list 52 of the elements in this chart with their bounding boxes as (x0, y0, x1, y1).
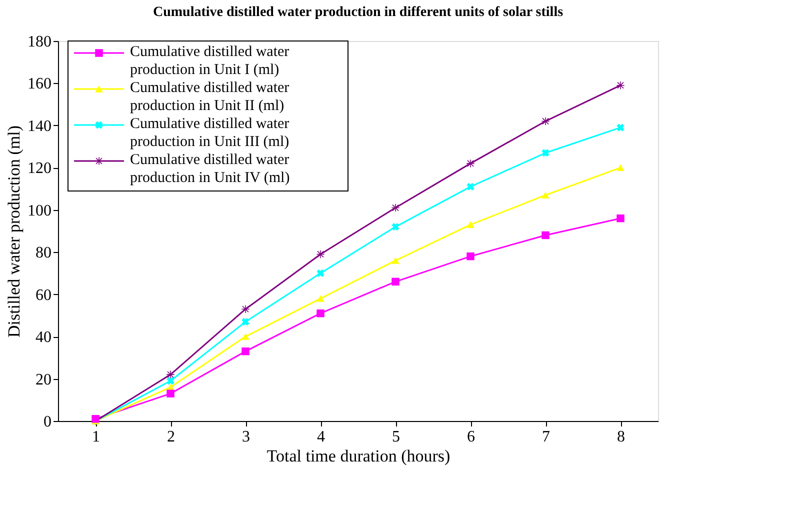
y-tick-label: 40 (36, 329, 52, 346)
x-tick-label: 7 (542, 428, 550, 446)
point (316, 295, 324, 302)
x-tick-label: 8 (617, 428, 625, 446)
point (392, 222, 400, 231)
point (616, 124, 624, 132)
x-tick-label: 6 (467, 428, 475, 446)
x-tick-label: 5 (392, 428, 400, 446)
point (466, 160, 474, 168)
y-axis-title: Distilled water production (ml) (4, 126, 24, 338)
point (616, 214, 624, 222)
point (466, 221, 474, 228)
x-tick-label: 4 (317, 428, 325, 446)
legend-label: Cumulative distilled water production in Unit I (ml) (130, 44, 290, 78)
y-tick-label: 0 (44, 414, 52, 430)
x-tick-label: 2 (167, 428, 175, 446)
point (166, 377, 174, 385)
legend-label: Cumulative distilled water production in Unit IV (ml) (130, 152, 290, 186)
point (542, 231, 550, 240)
point (542, 192, 550, 198)
y-tick-label: 20 (36, 371, 52, 388)
point (466, 182, 474, 190)
point (242, 318, 250, 326)
y-tick-label: 160 (28, 76, 52, 93)
point (316, 250, 324, 258)
point (316, 309, 324, 318)
point (542, 149, 550, 157)
point (616, 81, 624, 90)
point (392, 278, 400, 286)
y-tick-label: 100 (28, 202, 52, 220)
y-tick-label: 120 (28, 160, 52, 178)
y-tick-label: 140 (28, 118, 52, 135)
point (242, 305, 250, 313)
point (542, 117, 550, 126)
legend-label: Cumulative distilled water production in Unit II (ml) (130, 80, 290, 114)
point (392, 257, 400, 264)
y-tick-label: 180 (28, 34, 52, 50)
legend-label: Cumulative distilled water production in Unit III (ml) (130, 116, 290, 150)
point (242, 333, 250, 340)
point (166, 370, 174, 378)
x-axis-title: Total time duration (hours) (266, 446, 450, 466)
point (616, 164, 624, 172)
y-tick-label: 60 (36, 286, 52, 304)
point (392, 204, 400, 212)
x-tick-label: 1 (92, 428, 100, 446)
x-tick-label: 3 (242, 428, 250, 446)
chart-title: Cumulative distilled water production in different units of solar stills (152, 5, 564, 20)
point (166, 390, 174, 398)
point (316, 269, 324, 278)
point (466, 252, 474, 260)
point (242, 347, 250, 356)
y-tick-label: 80 (36, 244, 52, 262)
